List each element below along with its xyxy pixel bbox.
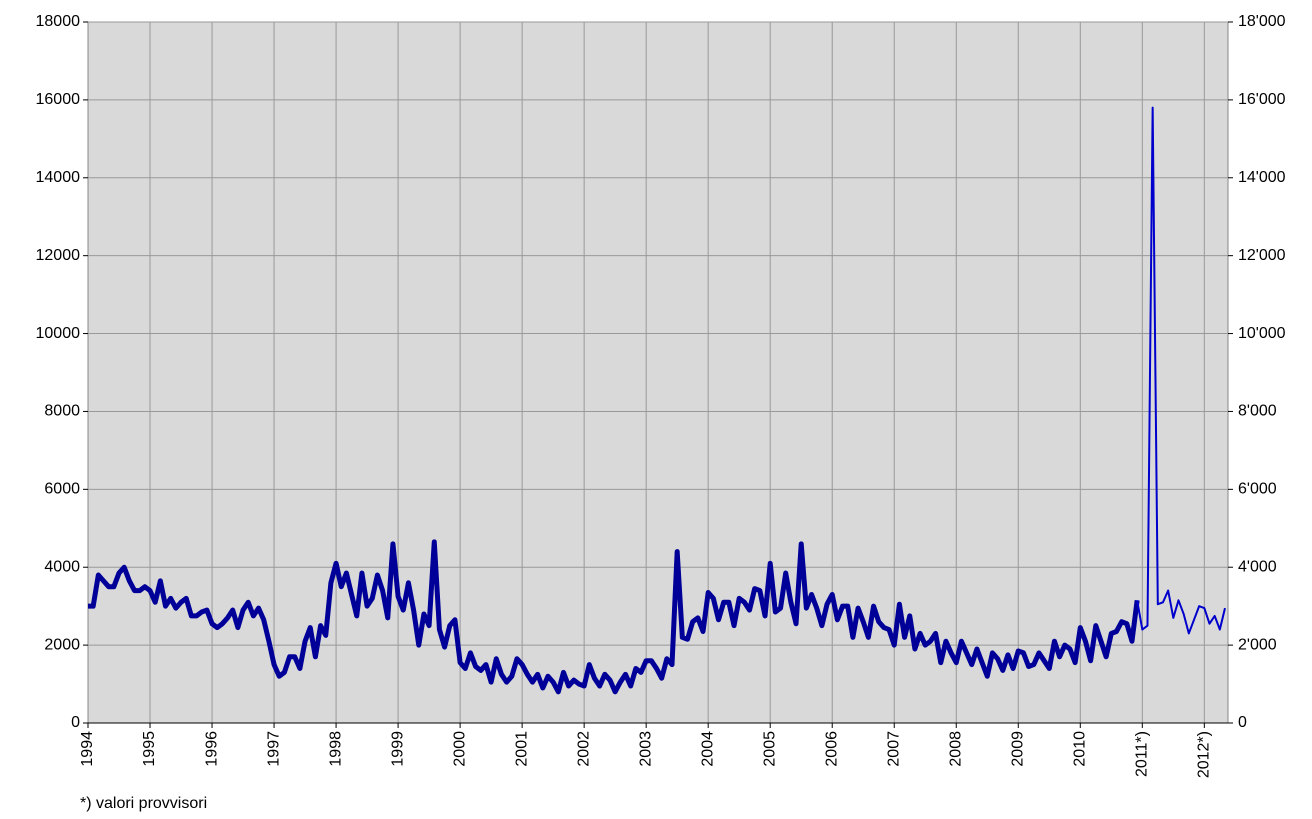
x-tick-label: 2009 bbox=[1009, 731, 1026, 767]
x-tick-label: 2005 bbox=[761, 731, 778, 767]
y2-tick-label: 4'000 bbox=[1238, 558, 1277, 575]
x-tick-label: 2000 bbox=[451, 731, 468, 767]
y-tick-label: 8000 bbox=[44, 403, 80, 420]
plot-area bbox=[87, 21, 1229, 724]
y-tick-label: 18000 bbox=[36, 13, 81, 30]
x-tick-label: 2008 bbox=[947, 731, 964, 767]
y2-tick-label: 14'000 bbox=[1238, 169, 1286, 186]
x-tick-label: 1996 bbox=[203, 731, 220, 767]
y2-tick-label: 6'000 bbox=[1238, 481, 1277, 498]
y2-tick-label: 0 bbox=[1238, 714, 1247, 731]
footnote: *) valori provvisori bbox=[80, 795, 207, 812]
x-tick-label: 1999 bbox=[389, 731, 406, 767]
y2-tick-label: 12'000 bbox=[1238, 247, 1286, 264]
y2-tick-label: 18'000 bbox=[1238, 13, 1286, 30]
x-tick-label: 2006 bbox=[823, 731, 840, 767]
x-tick-label: 2001 bbox=[513, 731, 530, 767]
x-tick-label: 2004 bbox=[699, 731, 716, 767]
y-tick-label: 2000 bbox=[44, 636, 80, 653]
y2-tick-label: 10'000 bbox=[1238, 325, 1286, 342]
x-tick-label: 1997 bbox=[265, 731, 282, 767]
y-tick-label: 14000 bbox=[36, 169, 81, 186]
y2-tick-label: 16'000 bbox=[1238, 91, 1286, 108]
series-line bbox=[1136, 106, 1226, 635]
y-tick-label: 0 bbox=[71, 714, 80, 731]
y-tick-label: 10000 bbox=[36, 325, 81, 342]
x-tick-label: 2011*) bbox=[1134, 731, 1151, 777]
series-line bbox=[88, 539, 1140, 695]
x-tick-label: 2012*) bbox=[1196, 731, 1213, 778]
x-tick-label: 1994 bbox=[79, 731, 96, 767]
y-tick-label: 12000 bbox=[36, 247, 81, 264]
x-tick-label: 2003 bbox=[637, 731, 654, 767]
y2-tick-label: 8'000 bbox=[1238, 403, 1277, 420]
y-tick-label: 6000 bbox=[44, 481, 80, 498]
y2-tick-label: 2'000 bbox=[1238, 636, 1277, 653]
y-tick-label: 16000 bbox=[36, 91, 81, 108]
y-tick-label: 4000 bbox=[44, 558, 80, 575]
x-tick-label: 1995 bbox=[141, 731, 158, 767]
x-tick-label: 2010 bbox=[1072, 731, 1089, 767]
x-tick-label: 2002 bbox=[575, 731, 592, 767]
x-tick-label: 1998 bbox=[327, 731, 344, 767]
x-tick-label: 2007 bbox=[885, 731, 902, 767]
